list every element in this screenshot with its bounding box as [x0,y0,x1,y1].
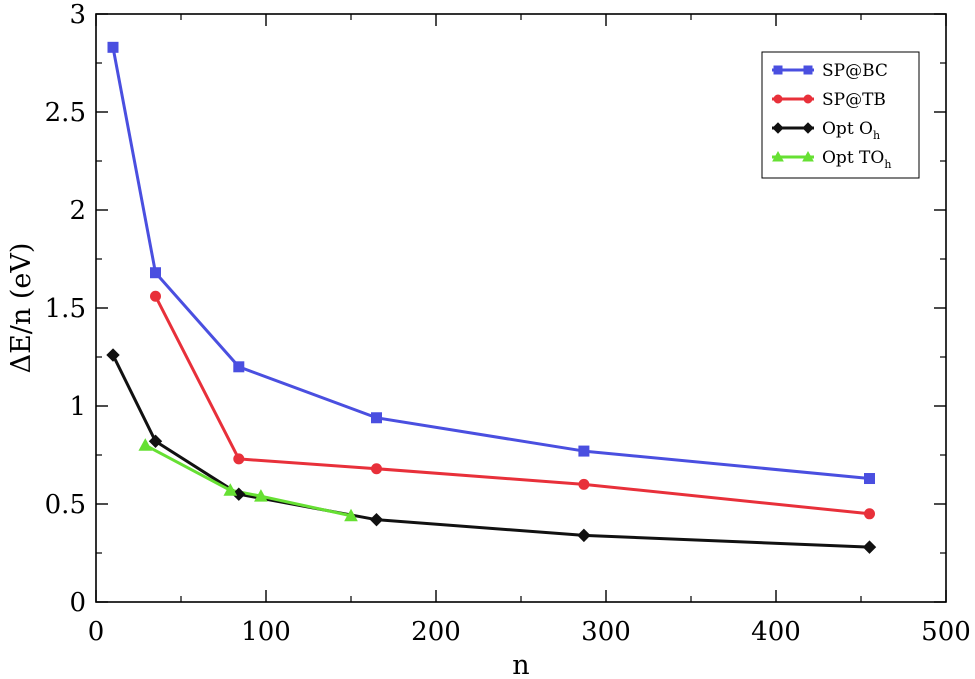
y-tick-label: 2 [69,196,86,226]
legend-label: SP@TB [822,90,886,110]
data-point-series-0 [371,412,382,424]
legend-label-subscript: h [884,158,891,171]
data-point-series-1 [864,508,875,520]
data-point-series-3 [223,483,238,496]
legend-swatch-marker [802,122,814,134]
y-axis-title: ΔE/n (eV) [6,243,37,374]
x-tick-label: 200 [411,617,461,647]
data-point-series-1 [578,478,590,490]
data-point-series-1 [150,290,161,302]
data-point-series-0 [150,267,161,279]
data-point-series-2 [106,348,120,362]
x-tick-label: 100 [241,617,291,647]
legend-label-main: SP@BC [822,61,888,81]
legend-swatch-marker [773,65,783,75]
legend-swatch-marker [803,65,813,75]
x-tick-label: 0 [88,617,105,647]
axis-ticks: 0 100 200 300 400 500 0 0.5 1 1.5 2 2.5 3 [45,0,971,647]
series-line-2 [111,354,870,549]
legend-swatch-marker [772,150,784,162]
data-point-series-2 [369,512,384,527]
y-tick-label: 2.5 [45,98,86,128]
data-point-series-1 [371,463,382,475]
legend-swatch-marker [773,94,783,104]
x-tick-label: 400 [751,617,801,647]
data-point-series-2 [577,528,591,543]
data-point-series-3 [138,438,153,451]
y-tick-label: 0.5 [45,490,86,520]
series-line-3 [144,443,352,518]
data-point-series-0 [107,41,119,53]
legend-label-subscript: h [873,129,880,142]
y-tick-label: 1.5 [45,294,86,324]
legend-label: Opt Oh [822,119,880,142]
data-point-series-0 [233,361,245,373]
legend-swatch-marker [803,94,813,104]
x-tick-label: 500 [921,617,971,647]
legend-label-main: Opt O [822,119,873,139]
data-point-series-2 [148,434,163,448]
y-tick-label: 3 [69,0,86,30]
legend-label: SP@BC [822,61,888,81]
x-axis-title: n [512,650,529,679]
series-lines [111,47,870,549]
data-point-series-2 [862,540,877,554]
data-point-series-1 [233,453,245,465]
data-point-series-3 [344,508,358,522]
y-tick-label: 0 [69,588,86,618]
series-markers [106,41,877,554]
series-line-0 [111,47,870,481]
data-point-series-3 [254,489,268,502]
legend-label-main: Opt TO [822,148,884,168]
data-point-series-0 [864,473,875,485]
x-tick-label: 300 [581,617,631,647]
legend-label: Opt TOh [822,148,891,171]
legend-swatch-marker [802,150,814,162]
y-tick-label: 1 [69,392,86,422]
data-point-series-0 [578,445,590,457]
legend-label-main: SP@TB [822,90,886,110]
series-line-1 [154,295,870,516]
legend-swatch-marker [772,122,784,134]
